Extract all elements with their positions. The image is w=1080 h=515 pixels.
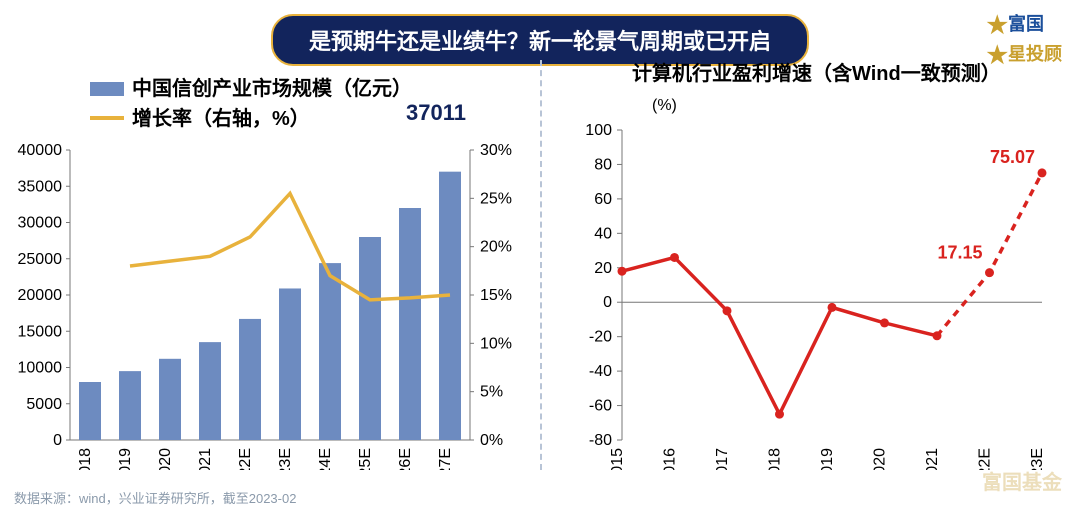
svg-text:2016: 2016 (662, 448, 679, 470)
svg-text:0: 0 (603, 294, 612, 311)
svg-text:60: 60 (594, 191, 612, 208)
svg-text:-80: -80 (589, 432, 612, 449)
svg-text:15000: 15000 (18, 323, 63, 340)
svg-text:2027E: 2027E (437, 448, 454, 470)
svg-text:2015: 2015 (609, 448, 626, 470)
svg-text:-40: -40 (589, 363, 612, 380)
svg-text:25000: 25000 (18, 251, 63, 268)
svg-text:2017: 2017 (714, 448, 731, 470)
svg-text:2023E: 2023E (277, 448, 294, 470)
svg-text:25%: 25% (480, 190, 512, 207)
watermark: 富国基金 (982, 466, 1062, 495)
star-icon: ★ (986, 12, 1008, 39)
svg-text:2021: 2021 (197, 448, 214, 470)
charts-row: 中国信创产业市场规模（亿元） 增长率（右轴，%） 37011 0 5000 10000 15… (0, 60, 1080, 470)
svg-text:40000: 40000 (18, 142, 63, 159)
svg-text:20%: 20% (480, 239, 512, 256)
svg-text:100: 100 (585, 122, 612, 139)
svg-text:2025E: 2025E (357, 448, 374, 470)
svg-text:增长率（右轴，%）: 增长率（右轴，%） (132, 106, 310, 130)
svg-text:2019: 2019 (819, 448, 836, 470)
svg-text:5000: 5000 (26, 396, 62, 413)
svg-text:35000: 35000 (18, 178, 63, 195)
svg-text:2020: 2020 (157, 448, 174, 470)
svg-text:10000: 10000 (18, 360, 63, 377)
svg-text:17.15: 17.15 (937, 243, 982, 263)
svg-text:2021: 2021 (924, 448, 941, 470)
svg-text:40: 40 (594, 225, 612, 242)
svg-text:37011: 37011 (406, 100, 466, 125)
svg-text:计算机行业盈利增速（含Wind一致预测）: 计算机行业盈利增速（含Wind一致预测） (632, 61, 1001, 85)
left-chart: 中国信创产业市场规模（亿元） 增长率（右轴，%） 37011 0 5000 10000 15… (0, 60, 540, 470)
svg-text:2018: 2018 (77, 448, 94, 470)
svg-text:0: 0 (53, 432, 62, 449)
svg-text:2026E: 2026E (397, 448, 414, 470)
svg-text:-60: -60 (589, 398, 612, 415)
svg-text:30%: 30% (480, 142, 512, 159)
svg-text:15%: 15% (480, 287, 512, 304)
left-chart-svg: 中国信创产业市场规模（亿元） 增长率（右轴，%） 37011 0 5000 10000 15… (0, 60, 540, 470)
right-chart: 计算机行业盈利增速（含Wind一致预测） (%) -80 -60 -40 -20 0 20 40… (540, 60, 1080, 470)
svg-text:2024E: 2024E (317, 448, 334, 470)
source-note: 数据来源：wind，兴业证券研究所，截至2023-02 (14, 488, 296, 507)
svg-text:20000: 20000 (18, 287, 63, 304)
svg-text:中国信创产业市场规模（亿元）: 中国信创产业市场规模（亿元） (132, 76, 412, 100)
svg-text:20: 20 (594, 260, 612, 277)
svg-text:80: 80 (594, 156, 612, 173)
svg-text:(%): (%) (652, 97, 677, 114)
svg-text:2018: 2018 (767, 448, 784, 470)
title-banner: 是预期牛还是业绩牛？新一轮景气周期或已开启 (271, 14, 809, 66)
svg-text:0%: 0% (480, 432, 503, 449)
svg-text:30000: 30000 (18, 215, 63, 232)
svg-text:-20: -20 (589, 329, 612, 346)
svg-text:5%: 5% (480, 384, 503, 401)
right-chart-svg: 计算机行业盈利增速（含Wind一致预测） (%) -80 -60 -40 -20 0 20 40… (542, 60, 1080, 470)
svg-text:2020: 2020 (872, 448, 889, 470)
svg-text:75.07: 75.07 (990, 147, 1035, 167)
svg-text:10%: 10% (480, 335, 512, 352)
svg-text:2022E: 2022E (237, 448, 254, 470)
svg-text:2019: 2019 (117, 448, 134, 470)
